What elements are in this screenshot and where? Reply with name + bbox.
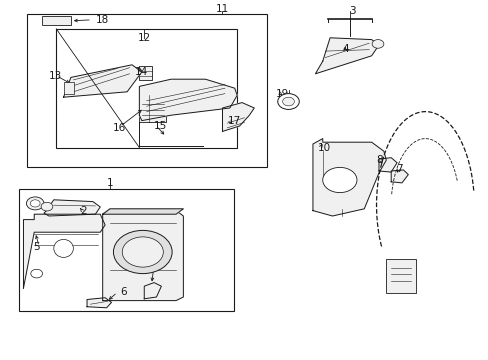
Text: 9: 9	[151, 249, 158, 259]
Text: 11: 11	[215, 4, 229, 14]
Text: 17: 17	[227, 116, 240, 126]
Circle shape	[277, 94, 299, 109]
Polygon shape	[139, 79, 237, 121]
Circle shape	[322, 167, 356, 193]
Bar	[27, 14, 266, 167]
Polygon shape	[102, 209, 183, 214]
Polygon shape	[102, 209, 183, 301]
Text: 7: 7	[395, 164, 402, 174]
Bar	[139, 66, 151, 80]
Polygon shape	[222, 103, 254, 131]
Polygon shape	[144, 283, 161, 299]
Bar	[19, 189, 233, 311]
Circle shape	[371, 40, 383, 48]
Polygon shape	[87, 298, 111, 308]
Circle shape	[30, 200, 40, 207]
Text: 18: 18	[95, 15, 108, 25]
Polygon shape	[44, 200, 100, 216]
Text: 16: 16	[112, 123, 125, 133]
Text: 8: 8	[376, 155, 383, 165]
Text: 13: 13	[49, 71, 62, 81]
Bar	[41, 16, 71, 25]
Polygon shape	[312, 139, 386, 216]
Text: 6: 6	[120, 287, 126, 297]
Text: 5: 5	[33, 242, 40, 252]
Text: 12: 12	[137, 33, 151, 43]
Text: 2: 2	[81, 206, 87, 216]
Text: 15: 15	[154, 121, 167, 131]
Ellipse shape	[54, 239, 73, 257]
Polygon shape	[23, 214, 105, 288]
Polygon shape	[390, 170, 407, 183]
Bar	[63, 82, 74, 94]
Text: 19: 19	[276, 89, 289, 99]
Circle shape	[282, 97, 294, 106]
Text: 3: 3	[348, 6, 355, 16]
Circle shape	[26, 197, 44, 210]
Polygon shape	[63, 65, 142, 97]
Text: 4: 4	[342, 44, 348, 54]
Circle shape	[41, 202, 53, 211]
Bar	[56, 29, 237, 148]
Circle shape	[113, 230, 172, 274]
Bar	[139, 95, 166, 122]
Bar	[386, 259, 415, 293]
Text: 10: 10	[317, 143, 330, 153]
Polygon shape	[378, 158, 396, 172]
Circle shape	[31, 269, 42, 278]
Text: 1: 1	[106, 178, 113, 188]
Text: 14: 14	[134, 67, 147, 77]
Polygon shape	[315, 38, 378, 74]
Circle shape	[122, 237, 163, 267]
